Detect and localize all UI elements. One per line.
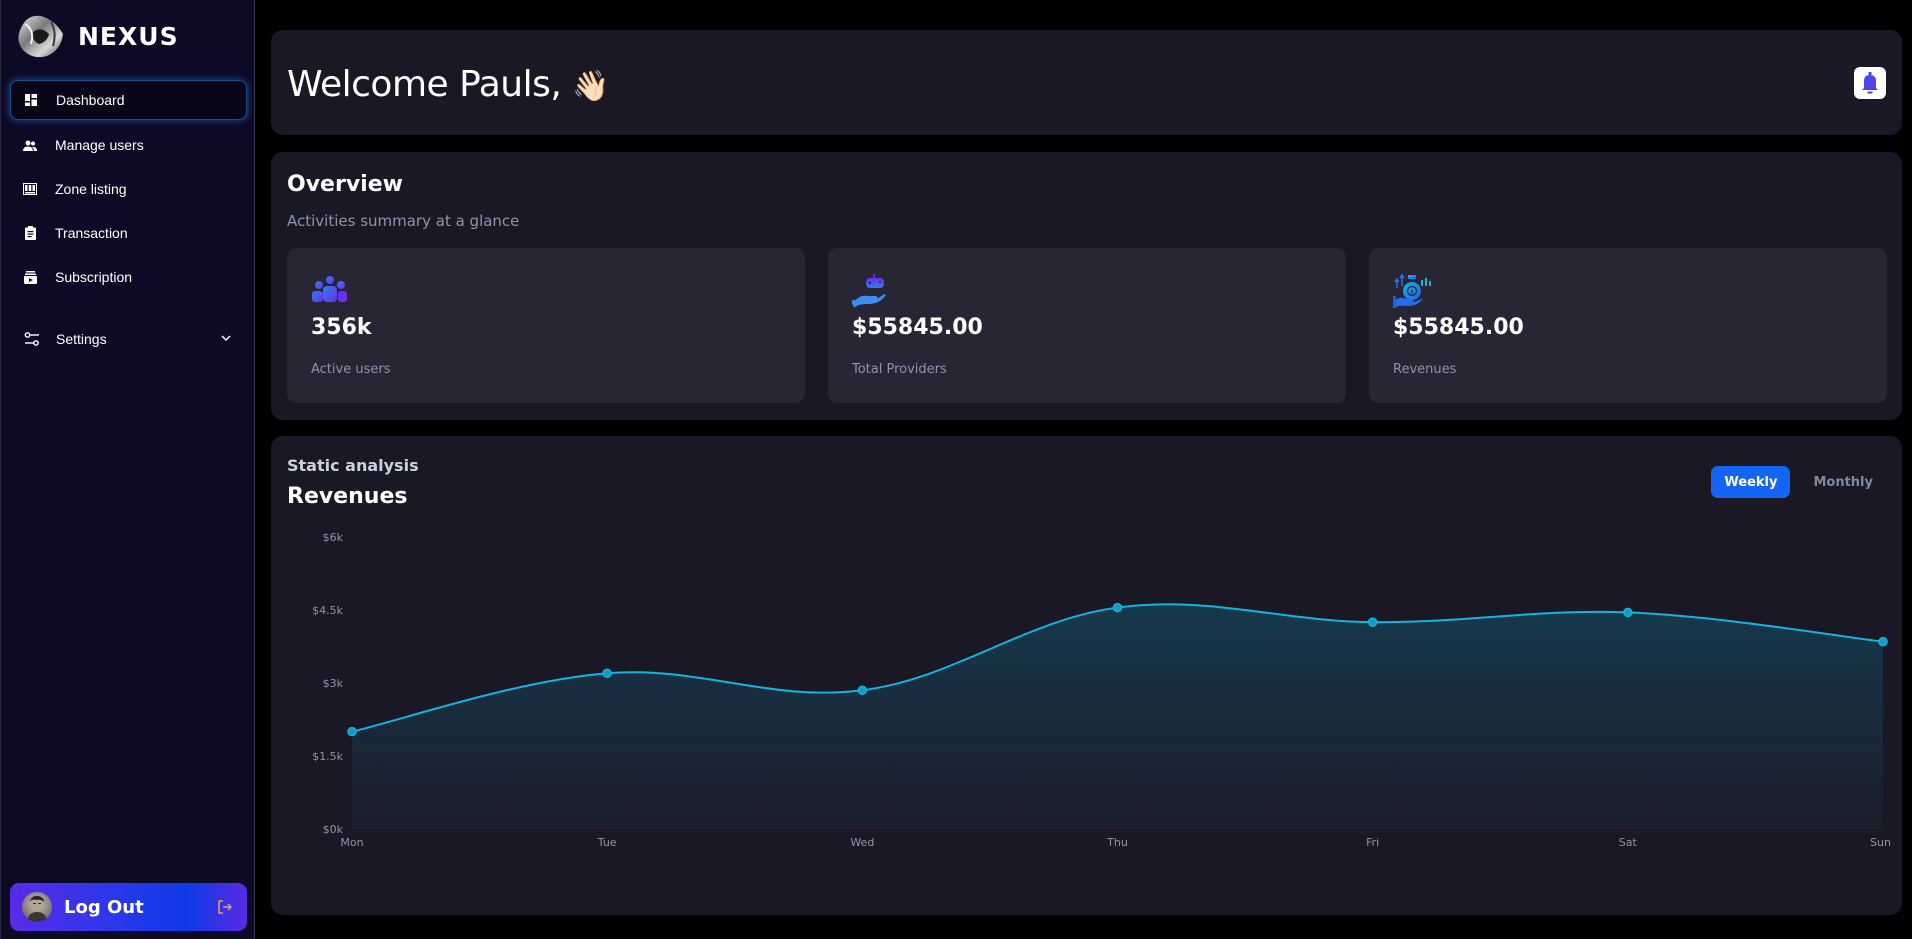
logout-icon [218,900,233,914]
stat-label: Revenues [1393,362,1457,377]
welcome-heading: Welcome Pauls, 👋🏻 [287,64,610,105]
y-axis-tick: $6k [323,531,344,544]
chart-subtitle: Static analysis [287,456,419,475]
chevron-down-icon[interactable] [219,331,233,345]
x-axis-label: Sun [1870,836,1891,849]
sidebar-item-label: Transaction [55,225,128,241]
x-axis-label: Wed [850,836,874,849]
svg-text:$: $ [1410,289,1414,296]
stat-label: Total Providers [852,362,947,377]
logout-button[interactable]: Log Out [10,883,247,931]
stat-card-revenues: $ $55845.00 Revenues [1369,248,1887,403]
x-axis-label: Thu [1106,836,1128,849]
x-axis-label: Sat [1619,836,1638,849]
bell-icon [1862,72,1878,94]
data-point[interactable] [1367,617,1378,627]
x-axis-label: Tue [597,836,617,849]
tab-monthly[interactable]: Monthly [1813,474,1873,490]
users-group-icon [312,276,347,302]
data-point[interactable] [347,726,357,737]
notifications-button[interactable] [1854,67,1886,99]
stat-value: $55845.00 [1393,315,1524,340]
y-axis-tick: $3k [323,677,344,690]
chart-area [352,604,1883,829]
tab-weekly[interactable]: Weekly [1711,466,1791,498]
stat-label: Active users [311,362,391,377]
welcome-text: Welcome Pauls, [287,64,562,105]
header-card: Welcome Pauls, 👋🏻 [271,30,1902,135]
money-bag-icon: $ [1393,274,1431,308]
sidebar: NEXUS Dashboard Manage users Zone listin… [0,0,255,939]
data-point[interactable] [602,668,612,679]
brand[interactable]: NEXUS [13,10,179,62]
users-icon [23,138,37,152]
x-axis-label: Fri [1366,836,1379,849]
avatar [22,892,52,922]
stat-value: $55845.00 [852,315,983,340]
revenue-area-chart: $0k $1.5k $3k $4.5k $6k Mon Tue Wed Thu Fri Sat Sun [312,531,1891,849]
sidebar-item-dashboard[interactable]: Dashboard [10,80,247,120]
stat-card-total-providers: $55845.00 Total Providers [828,248,1346,403]
subscription-icon [23,270,37,284]
sidebar-item-zone-listing[interactable]: Zone listing [10,169,247,209]
y-axis-tick: $0k [323,823,344,836]
revenue-chart-card: Static analysis Revenues Weekly Monthly … [271,436,1902,915]
y-axis-tick: $1.5k [312,750,343,763]
overview-subtitle: Activities summary at a glance [287,212,520,230]
data-point[interactable] [1878,636,1888,647]
x-axis-label: Mon [340,836,363,849]
overview-title: Overview [287,172,403,197]
data-point[interactable] [857,685,868,696]
zone-icon [23,182,37,196]
chart-title: Revenues [287,484,408,509]
sidebar-item-label: Dashboard [56,92,125,108]
logo-icon [18,15,63,58]
sidebar-item-label: Subscription [55,269,133,285]
sidebar-item-label: Zone listing [55,181,127,197]
data-point[interactable] [1112,602,1123,613]
clipboard-icon [23,226,37,240]
sidebar-item-manage-users[interactable]: Manage users [10,125,247,165]
dashboard-icon [24,93,38,107]
sliders-icon [24,332,40,346]
data-point[interactable] [1623,607,1633,618]
overview-card: Overview Activities summary at a glance … [271,152,1902,420]
sidebar-item-transaction[interactable]: Transaction [10,213,247,253]
stat-value: 356k [311,315,372,340]
waving-hand-icon: 👋🏻 [572,69,610,104]
brand-name: NEXUS [78,21,179,51]
sidebar-item-settings[interactable]: Settings [10,319,247,359]
sidebar-item-label: Manage users [55,137,144,153]
logout-label: Log Out [64,896,144,918]
y-axis-tick: $4.5k [312,604,343,617]
period-tabs: Weekly Monthly [1711,466,1886,498]
sidebar-item-label: Settings [56,331,107,347]
sidebar-item-subscription[interactable]: Subscription [10,257,247,297]
gamepad-hand-icon [852,274,886,308]
stat-card-active-users: 356k Active users [287,248,805,403]
